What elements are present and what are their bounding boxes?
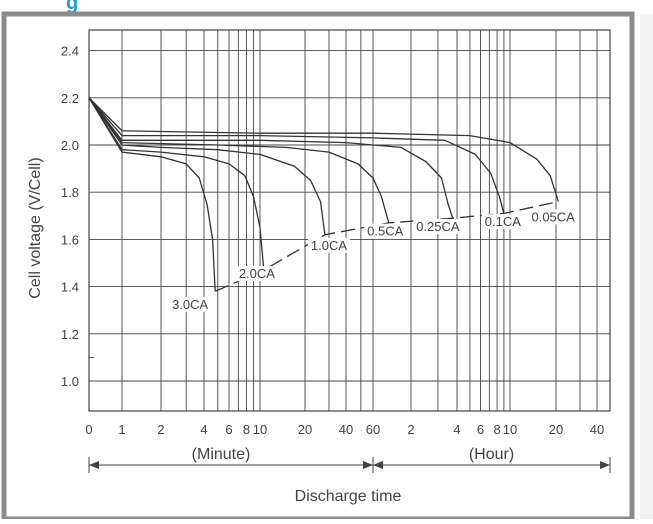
y-axis-title: Cell voltage (V/Cell) — [27, 157, 44, 298]
x-tick-label: 10 — [253, 422, 267, 437]
header-strip — [0, 0, 653, 10]
ticks-layer: 1.01.21.41.61.82.02.22.40 1 2 4 6 8 10 20 40 60 2 4… — [61, 44, 604, 437]
discharge-curve — [88, 97, 216, 292]
series-layer — [88, 97, 560, 292]
x-tick-label: 4 — [453, 422, 460, 437]
panel-shadow — [640, 14, 653, 519]
curve-label: 0.1CA — [485, 214, 521, 229]
x-tick-label: 6 — [477, 422, 484, 437]
curve-label: 3.0CA — [172, 297, 208, 312]
y-tick-label: 1.2 — [61, 327, 79, 342]
range-label: (Minute) — [192, 446, 251, 463]
discharge-curve — [88, 97, 265, 271]
y-tick-label: 1.4 — [61, 280, 79, 295]
x-tick-label: 6 — [225, 422, 232, 437]
curve-label-bg — [481, 214, 524, 230]
y-tick-label: 2.2 — [61, 91, 79, 106]
curve-label-bg — [528, 209, 578, 225]
x-tick-label: 10 — [503, 422, 517, 437]
x-tick-label: 2 — [407, 422, 414, 437]
labels-layer: 3.0CA 2.0CA 1.0CA 0.5CA 0.25CA 0.1CA 0.05CA — [169, 209, 578, 312]
x-tick-label: 1 — [118, 422, 125, 437]
curve-label: 2.0CA — [239, 266, 275, 281]
x-tick-label: 8 — [243, 422, 250, 437]
y-tick-label: 2.0 — [61, 138, 79, 153]
curve-label: 1.0CA — [311, 238, 347, 253]
y-tick-label: 2.4 — [61, 44, 79, 59]
curve-label-bg — [169, 296, 212, 312]
time-range-layer: (Minute) (Hour) — [88, 446, 611, 473]
range-label: (Hour) — [469, 446, 514, 463]
curve-label-bg — [235, 266, 278, 282]
discharge-curve — [88, 97, 390, 224]
header-title-fragment: g — [66, 0, 78, 14]
x-tick-label: 8 — [493, 422, 500, 437]
x-tick-label: 2 — [157, 422, 164, 437]
chart-panel — [1, 11, 635, 522]
range-arrow-left — [373, 461, 383, 469]
curve-label-bg — [413, 218, 463, 234]
curve-label-bg — [364, 223, 407, 239]
x-tick-label: 20 — [549, 422, 563, 437]
x-tick-label: 40 — [590, 422, 604, 437]
x-tick-label: 0 — [85, 422, 92, 437]
discharge-curve — [88, 97, 454, 219]
curve-label: 0.05CA — [531, 210, 575, 225]
x-tick-label: 4 — [200, 422, 207, 437]
x-tick-label: 60 — [366, 422, 380, 437]
y-tick-label: 1.0 — [61, 374, 79, 389]
x-tick-label: 40 — [339, 422, 353, 437]
curve-label-bg — [307, 237, 350, 253]
range-arrow-left — [89, 461, 99, 469]
curve-label: 0.25CA — [416, 219, 460, 234]
curve-label: 0.5CA — [367, 224, 403, 239]
x-tick-label: 20 — [298, 422, 312, 437]
discharge-curve — [88, 97, 560, 202]
y-tick-label: 1.8 — [61, 185, 79, 200]
range-arrow-right — [600, 461, 610, 469]
discharge-curve — [88, 97, 505, 214]
y-tick-label: 1.6 — [61, 232, 79, 247]
discharge-curve — [88, 97, 326, 235]
range-arrow-right — [363, 461, 373, 469]
x-axis-title: Discharge time — [295, 488, 402, 505]
